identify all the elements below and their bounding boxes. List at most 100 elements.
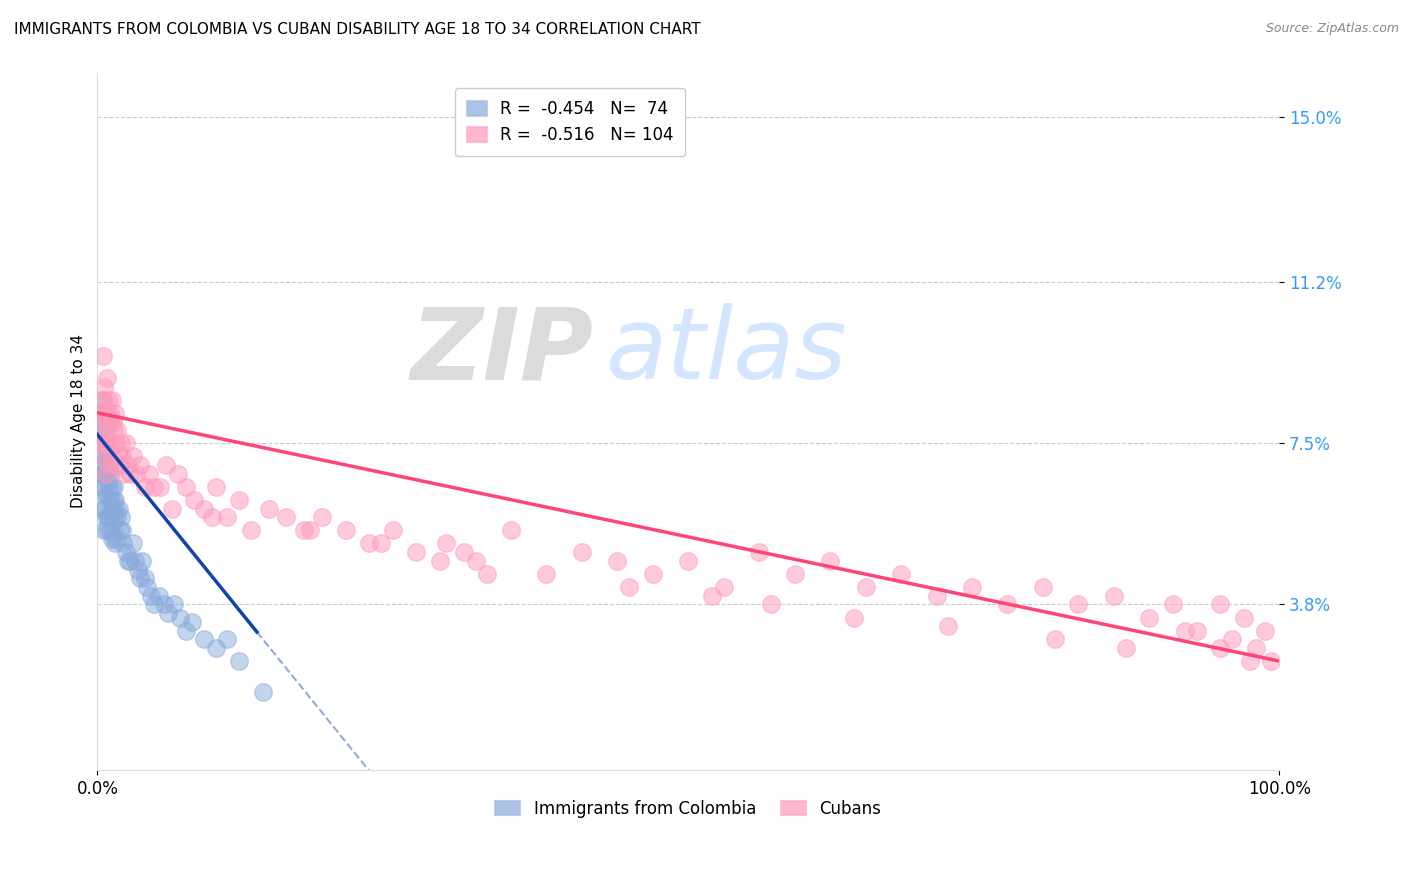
Text: IMMIGRANTS FROM COLOMBIA VS CUBAN DISABILITY AGE 18 TO 34 CORRELATION CHART: IMMIGRANTS FROM COLOMBIA VS CUBAN DISABI… — [14, 22, 700, 37]
Point — [1102, 589, 1125, 603]
Point — [100, 392, 122, 407]
Point — [98, 480, 121, 494]
Point — [311, 510, 333, 524]
Legend: Immigrants from Colombia, Cubans: Immigrants from Colombia, Cubans — [489, 793, 889, 824]
Point — [100, 450, 122, 464]
Point — [101, 492, 124, 507]
Point — [103, 480, 125, 494]
Point — [938, 619, 960, 633]
Point — [101, 524, 124, 538]
Point — [818, 554, 841, 568]
Point — [997, 598, 1019, 612]
Point — [217, 632, 239, 647]
Point — [98, 492, 121, 507]
Point — [335, 524, 357, 538]
Point — [855, 580, 877, 594]
Point — [90, 415, 112, 429]
Point — [110, 510, 132, 524]
Point — [97, 392, 120, 407]
Point — [1174, 624, 1197, 638]
Point — [536, 566, 558, 581]
Point — [97, 436, 120, 450]
Point — [434, 536, 457, 550]
Point — [606, 554, 628, 568]
Point — [1239, 654, 1261, 668]
Point — [93, 524, 115, 538]
Point — [107, 501, 129, 516]
Point — [370, 536, 392, 550]
Point — [91, 423, 114, 437]
Point — [204, 640, 226, 655]
Point — [96, 524, 118, 538]
Point — [1209, 640, 1232, 655]
Point — [180, 615, 202, 629]
Point — [143, 480, 166, 494]
Point — [925, 589, 948, 603]
Point — [96, 423, 118, 437]
Point — [1209, 598, 1232, 612]
Point — [100, 480, 122, 494]
Point — [93, 458, 115, 472]
Point — [134, 480, 156, 494]
Point — [90, 406, 112, 420]
Point — [1115, 640, 1137, 655]
Text: ZIP: ZIP — [411, 303, 593, 401]
Point — [94, 467, 117, 481]
Point — [183, 492, 205, 507]
Point — [783, 566, 806, 581]
Point — [91, 450, 114, 464]
Point — [257, 501, 280, 516]
Point — [193, 632, 215, 647]
Point — [96, 489, 118, 503]
Point — [94, 450, 117, 464]
Point — [204, 480, 226, 494]
Point — [98, 510, 121, 524]
Point — [91, 392, 114, 407]
Point — [91, 467, 114, 481]
Point — [104, 492, 127, 507]
Point — [105, 532, 128, 546]
Point — [136, 580, 159, 594]
Point — [429, 554, 451, 568]
Point — [91, 392, 114, 407]
Point — [713, 580, 735, 594]
Point — [107, 510, 129, 524]
Point — [228, 492, 250, 507]
Point — [169, 610, 191, 624]
Point — [91, 406, 114, 420]
Point — [104, 458, 127, 472]
Point — [121, 536, 143, 550]
Point — [138, 467, 160, 481]
Point — [91, 436, 114, 450]
Point — [1244, 640, 1267, 655]
Point — [1067, 598, 1090, 612]
Point — [477, 566, 499, 581]
Point — [571, 545, 593, 559]
Point — [619, 580, 641, 594]
Point — [134, 571, 156, 585]
Point — [111, 450, 134, 464]
Point — [98, 415, 121, 429]
Point — [124, 554, 146, 568]
Point — [252, 684, 274, 698]
Point — [166, 467, 188, 481]
Point — [101, 415, 124, 429]
Point — [842, 610, 865, 624]
Point — [1032, 580, 1054, 594]
Point — [117, 458, 139, 472]
Point — [98, 458, 121, 472]
Text: atlas: atlas — [606, 303, 848, 401]
Point — [108, 458, 131, 472]
Point — [98, 467, 121, 481]
Point — [107, 423, 129, 437]
Point — [108, 524, 131, 538]
Point — [94, 489, 117, 503]
Point — [174, 480, 197, 494]
Point — [240, 524, 263, 538]
Point — [111, 524, 134, 538]
Point — [131, 554, 153, 568]
Point — [103, 510, 125, 524]
Point — [464, 554, 486, 568]
Point — [97, 450, 120, 464]
Point — [127, 563, 149, 577]
